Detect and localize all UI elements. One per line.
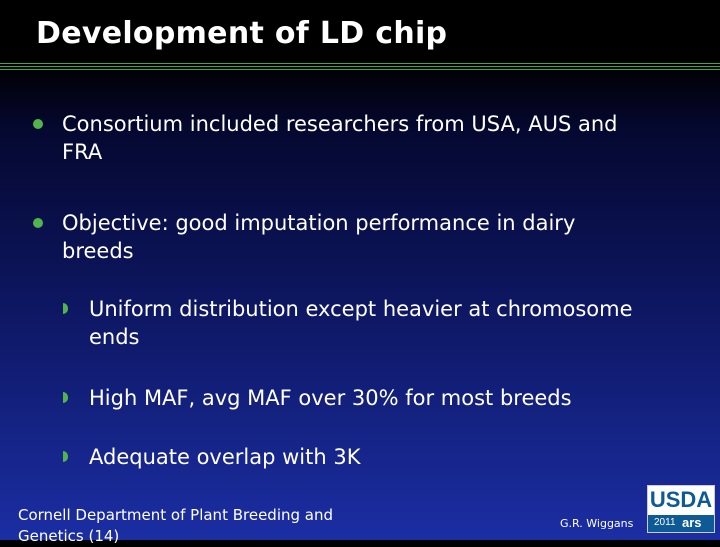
- sub-bullet-line: ends: [89, 325, 140, 349]
- sub-bullet-line: High MAF, avg MAF over 30% for most bree…: [89, 386, 572, 410]
- footer-source: Cornell Department of Plant Breeding and…: [18, 505, 378, 547]
- bullet-line: breeds: [62, 239, 134, 263]
- bullet-item: Objective: good imputation performance i…: [62, 209, 575, 265]
- usda-logo-year: 2011: [654, 517, 676, 528]
- bullet-line: Objective: good imputation performance i…: [62, 211, 576, 235]
- sub-bullet-icon: [63, 303, 68, 314]
- bullet-item: Consortium included researchers from USA…: [62, 110, 617, 166]
- sub-bullet-icon: [63, 451, 68, 462]
- slide-title: Development of LD chip: [36, 16, 448, 51]
- title-rule-1: [0, 63, 720, 64]
- bullet-dot-icon: [33, 119, 43, 129]
- footer-author: G.R. Wiggans: [560, 517, 634, 530]
- usda-logo-bar: 2011 ars: [648, 515, 714, 532]
- usda-logo: USDA 2011 ars: [647, 485, 715, 533]
- footer-source-line: Genetics (14): [18, 527, 120, 545]
- usda-logo-word: USDA: [649, 487, 713, 512]
- bullet-dot-icon: [33, 218, 43, 228]
- sub-bullet-line: Uniform distribution except heavier at c…: [89, 297, 633, 321]
- title-rule-3: [0, 69, 720, 70]
- sub-bullet-item: High MAF, avg MAF over 30% for most bree…: [89, 384, 572, 412]
- footer-source-line: Cornell Department of Plant Breeding and: [18, 506, 334, 524]
- sub-bullet-line: Adequate overlap with 3K: [89, 445, 361, 469]
- sub-bullet-icon: [63, 392, 68, 403]
- ars-logo-mark: ars: [682, 515, 702, 530]
- bullet-line: FRA: [62, 140, 103, 164]
- title-rule-2: [0, 66, 720, 67]
- sub-bullet-item: Uniform distribution except heavier at c…: [89, 295, 633, 351]
- sub-bullet-item: Adequate overlap with 3K: [89, 443, 360, 471]
- bullet-line: Consortium included researchers from USA…: [62, 112, 618, 136]
